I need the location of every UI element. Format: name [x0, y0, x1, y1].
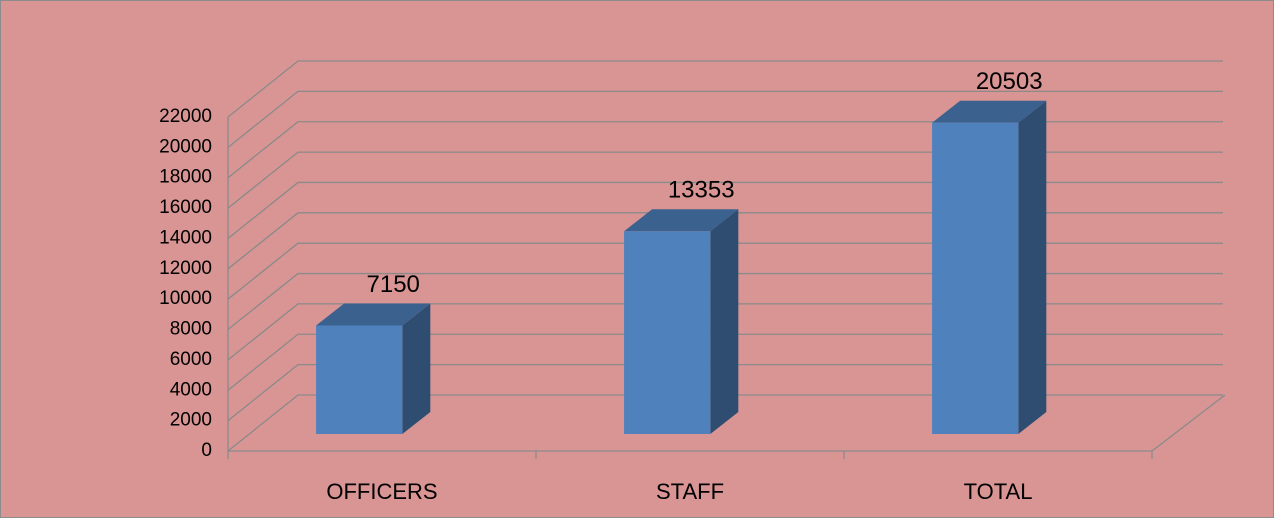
bar-top — [624, 209, 739, 232]
bar-top — [316, 303, 431, 326]
grid-line — [227, 121, 1223, 179]
x-tick-label: OFFICERS — [326, 479, 437, 504]
value-label: 7150 — [367, 271, 420, 298]
value-label: 20503 — [976, 68, 1043, 95]
grid-line — [227, 181, 1223, 239]
bar-side — [402, 303, 431, 434]
value-label: 13353 — [668, 177, 735, 204]
bar-side — [1018, 100, 1047, 435]
grid-line — [227, 363, 1223, 422]
grid-line — [227, 394, 1223, 452]
grid-line — [227, 151, 1223, 209]
y-tick-label: 12000 — [159, 258, 212, 279]
y-tick-label: 20000 — [159, 136, 212, 157]
grid-line — [227, 303, 1223, 361]
x-tick-label: TOTAL — [964, 479, 1033, 504]
grid-line — [227, 242, 1223, 300]
grid-line — [227, 212, 1223, 270]
bar — [624, 231, 711, 434]
y-tick-label: 22000 — [159, 106, 212, 127]
grid-line — [227, 60, 1223, 118]
y-tick-label: 2000 — [170, 410, 212, 431]
y-tick-label: 4000 — [170, 379, 212, 400]
bar-top — [932, 100, 1047, 123]
grid-line — [227, 90, 1223, 148]
bar — [316, 325, 403, 434]
grid-line — [227, 272, 1223, 331]
bar-side — [710, 209, 739, 434]
grid-line — [227, 333, 1223, 391]
y-tick-label: 16000 — [159, 197, 212, 218]
y-tick-label: 0 — [201, 440, 212, 461]
x-tick-label: STAFF — [656, 479, 724, 504]
y-tick-label: 14000 — [159, 227, 212, 248]
y-tick-label: 6000 — [170, 349, 212, 370]
y-tick-label: 10000 — [159, 288, 212, 309]
bar — [932, 122, 1019, 435]
y-tick-label: 18000 — [159, 167, 212, 188]
y-tick-label: 8000 — [170, 319, 212, 340]
